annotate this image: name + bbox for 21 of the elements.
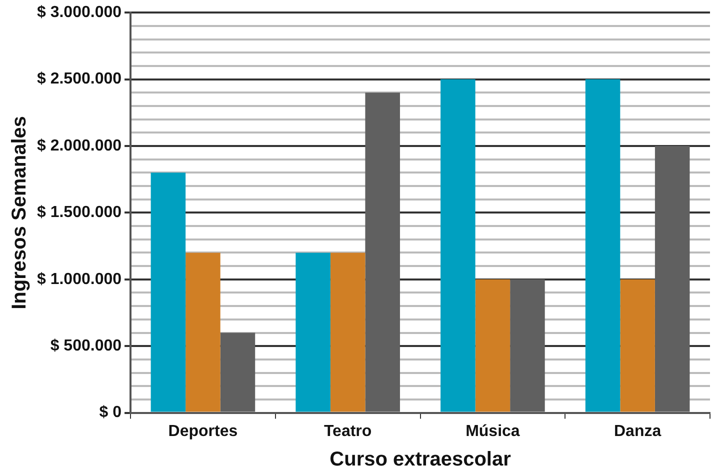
x-tick-label: Música <box>466 422 520 440</box>
y-tick-label: $ 1.000.000 <box>36 270 122 288</box>
bar <box>150 172 186 412</box>
bar <box>186 252 220 412</box>
y-tick-label: $ 3.000.000 <box>36 4 122 22</box>
x-axis-title: Curso extraescolar <box>330 448 512 471</box>
y-tick-label: $ 1.500.000 <box>36 204 122 222</box>
bar <box>620 279 655 412</box>
x-tick-label: Teatro <box>324 422 372 440</box>
bar <box>585 79 620 412</box>
x-tick-label: Danza <box>614 422 662 440</box>
bar <box>296 252 330 412</box>
y-tick-label: $ 2.500.000 <box>36 70 122 88</box>
y-axis-title: Ingresos Semanales <box>8 116 31 310</box>
y-tick-label: $ 0 <box>99 404 122 422</box>
bar <box>475 279 510 412</box>
x-tick-label: Deportes <box>168 422 238 440</box>
y-tick-label: $ 500.000 <box>50 338 122 355</box>
y-tick-label: $ 2.000.000 <box>36 137 122 154</box>
bar <box>330 252 366 412</box>
bar <box>440 79 476 412</box>
